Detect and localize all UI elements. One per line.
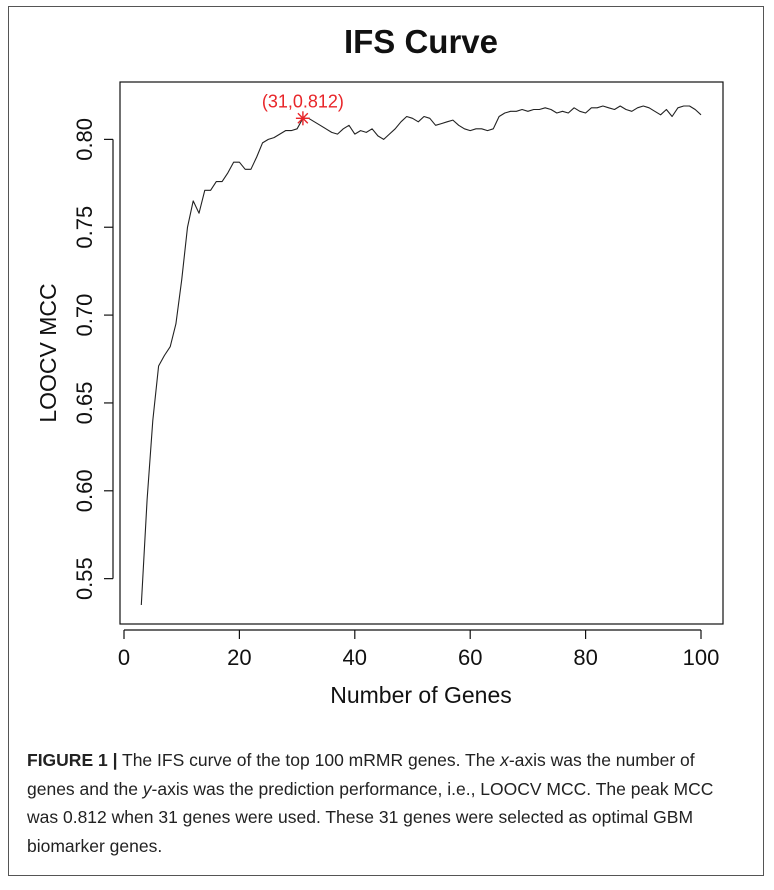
y-axis: 0.55 0.60 0.65 0.70 0.75 0.80	[72, 118, 114, 600]
caption-y-italic: y	[142, 778, 152, 799]
y-tick-label: 0.70	[72, 294, 97, 337]
peak-annotation-label: (31,0.812)	[262, 91, 344, 111]
x-tick-label: 40	[343, 645, 367, 670]
x-axis-label: Number of Genes	[330, 682, 512, 708]
caption-figure-label: FIGURE 1 |	[27, 750, 118, 770]
peak-marker-stroke	[297, 112, 309, 124]
chart-title: IFS Curve	[344, 23, 498, 60]
x-tick-label: 0	[118, 645, 130, 670]
y-tick-label: 0.60	[72, 469, 97, 512]
caption-x-italic: x	[500, 750, 509, 770]
plot-area-frame	[119, 81, 724, 625]
y-tick-label: 0.80	[72, 118, 97, 161]
x-tick-label: 60	[458, 645, 482, 670]
y-tick-label: 0.55	[72, 557, 97, 600]
x-tick-label: 100	[683, 645, 720, 670]
caption-text-2: -axis was the number of genes and the	[27, 750, 695, 799]
figure-frame	[8, 6, 764, 876]
y-axis-label: LOOCV MCC	[35, 283, 61, 422]
peak-marker	[295, 111, 310, 126]
caption-text-1: The IFS curve of the top 100 mRMR genes.…	[117, 750, 501, 770]
x-tick-label: 20	[227, 645, 251, 670]
figure-caption: FIGURE 1 | The IFS curve of the top 100 …	[27, 746, 747, 860]
y-tick-label: 0.75	[72, 206, 97, 249]
x-axis: 0 20 40 60 80 100	[118, 629, 720, 670]
ifs-curve-chart: IFS Curve 0 20 40 60 80 100 0.550.600.650.700…	[35, 23, 724, 708]
ifs-curve-line	[140, 105, 702, 606]
x-tick-label: 80	[573, 645, 597, 670]
y-tick-label: 0.65	[72, 382, 97, 425]
caption-text-3: -axis was the prediction performance, i.…	[27, 778, 714, 856]
